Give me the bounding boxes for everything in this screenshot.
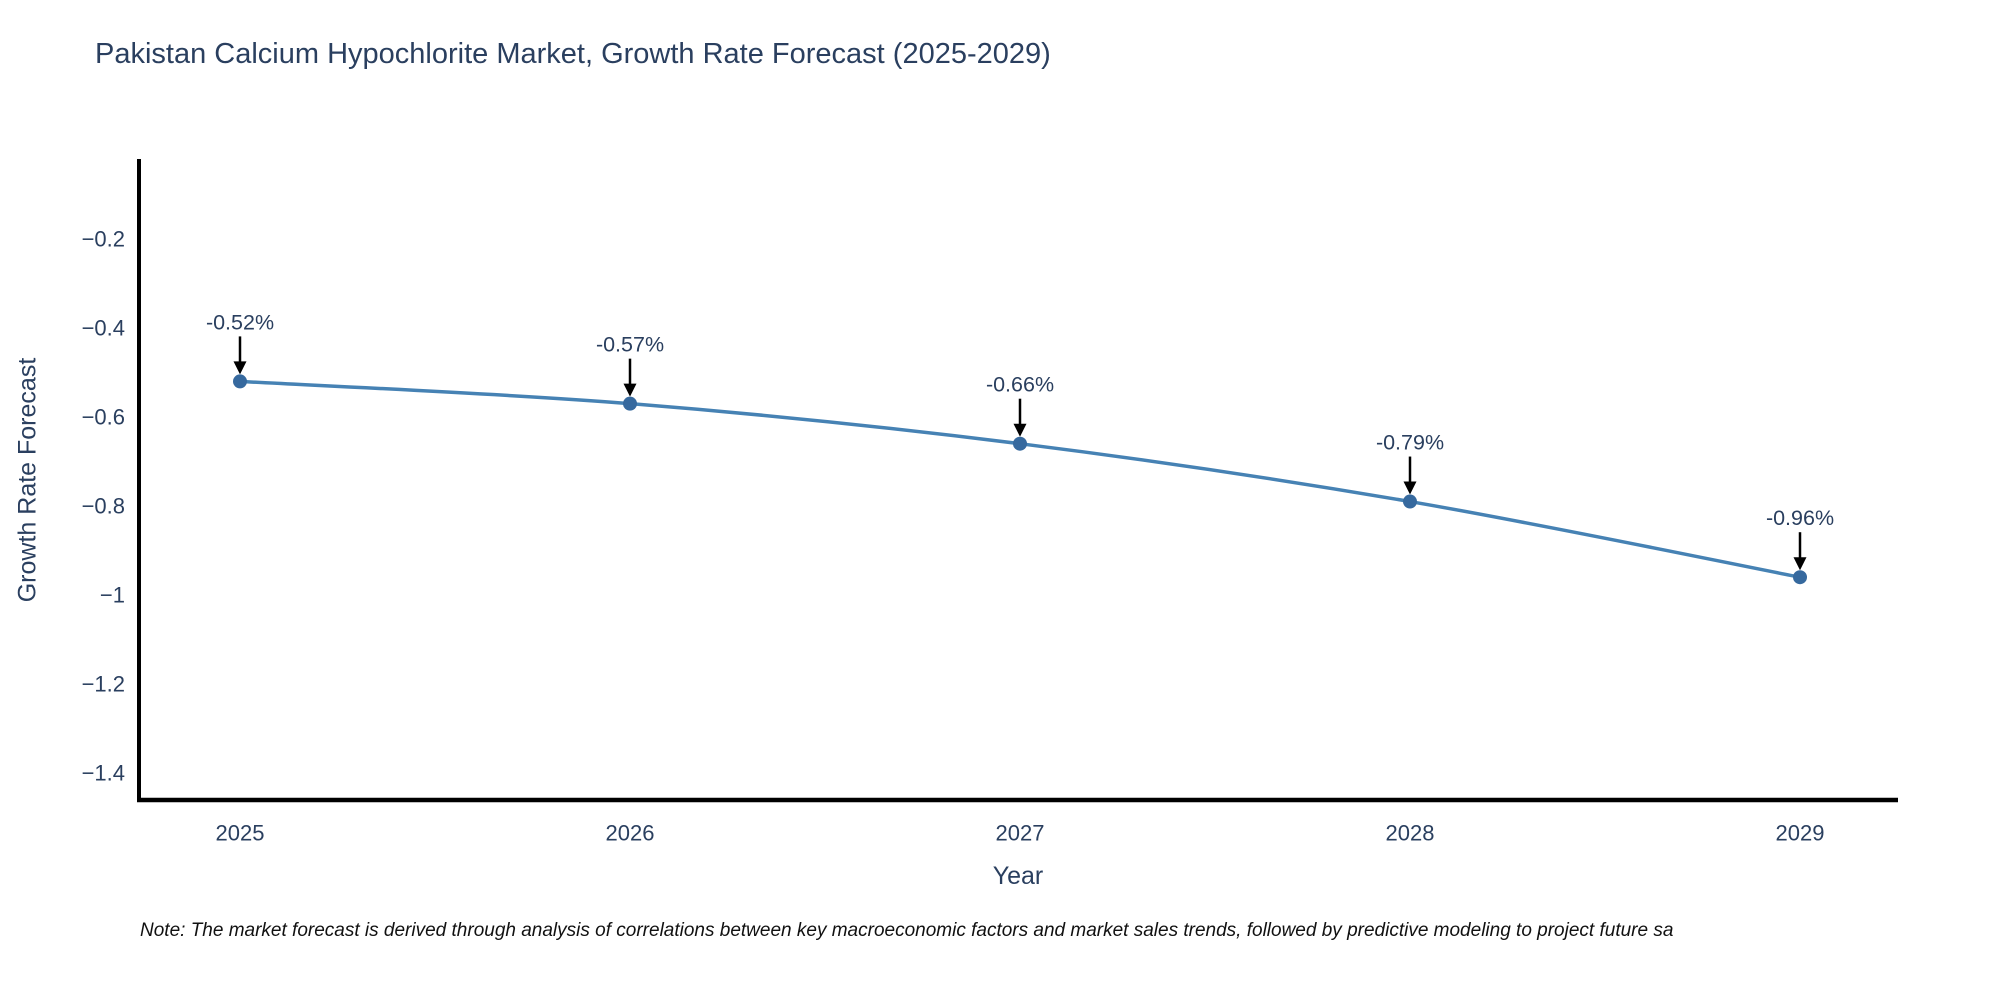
y-tick-label: −0.8 [82,494,125,519]
chart-title: Pakistan Calcium Hypochlorite Market, Gr… [95,38,1051,70]
x-axis-title: Year [992,862,1044,890]
x-tick-label: 2025 [216,821,265,846]
x-tick-label: 2027 [996,821,1045,846]
annotation-arrowhead [1013,423,1027,437]
annotation-arrowhead [1403,481,1417,495]
annotation-arrowhead [623,383,637,397]
y-tick-label: −0.6 [82,405,125,430]
y-tick-label: −0.2 [82,227,125,252]
x-tick-label: 2029 [1776,821,1825,846]
y-tick-label: −1.4 [82,761,125,786]
annotation-label: -0.79% [1376,431,1444,455]
y-tick-label: −0.4 [82,316,125,341]
footnote: Note: The market forecast is derived thr… [140,920,1674,941]
data-point-marker [233,374,247,389]
annotation-label: -0.66% [986,373,1054,397]
annotation-arrowhead [1793,557,1807,571]
annotation-arrowhead [233,361,247,375]
data-point-marker [1793,570,1807,585]
y-tick-label: −1.2 [82,672,125,697]
x-tick-label: 2028 [1386,821,1435,846]
data-point-marker [623,396,637,411]
annotation-label: -0.52% [206,310,274,334]
data-point-marker [1403,494,1417,509]
annotation-label: -0.57% [596,333,664,357]
annotation-label: -0.96% [1766,506,1834,530]
data-point-marker [1013,436,1027,451]
x-tick-label: 2026 [606,821,655,846]
y-tick-label: −1 [100,583,125,608]
